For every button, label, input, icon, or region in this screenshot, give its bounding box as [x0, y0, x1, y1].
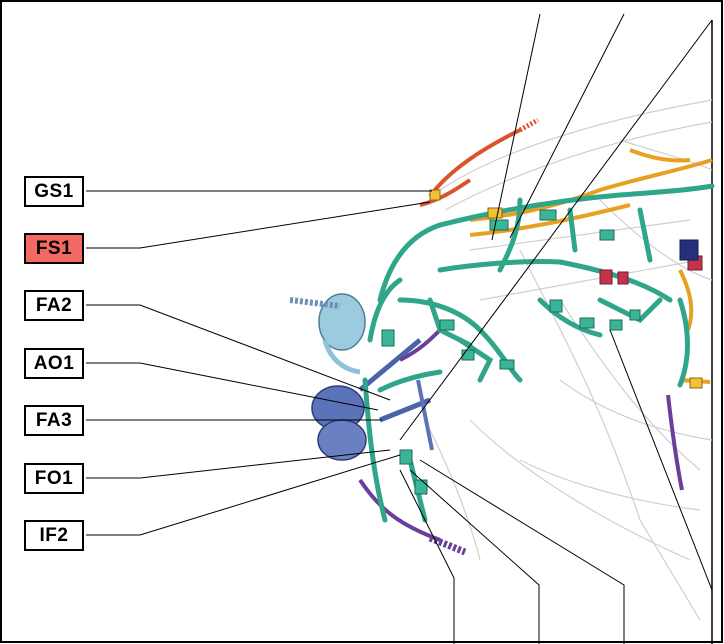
label-gs1-text: GS1: [34, 180, 74, 202]
label-fs1: FS1: [24, 233, 84, 264]
leader-bottom-3: [419, 459, 625, 644]
label-fa3-text: FA3: [35, 409, 73, 431]
leader-top-2: [509, 13, 625, 239]
leader-if2: [86, 454, 401, 536]
leader-fa2: [86, 304, 391, 401]
label-fo1-text: FO1: [34, 467, 74, 489]
label-gs1: GS1: [24, 176, 84, 207]
purple-harness: [358, 328, 684, 556]
red-harness: [419, 117, 540, 207]
leader-fs1: [86, 201, 431, 249]
leader-ao1: [86, 362, 379, 411]
lightblue-component: [289, 293, 366, 375]
leader-lines: [86, 13, 713, 644]
leader-fo1: [86, 449, 391, 479]
label-ao1-text: AO1: [33, 352, 75, 374]
label-fa2: FA2: [24, 290, 84, 321]
leader-bottom-4: [609, 329, 713, 644]
main-harness: [362, 183, 715, 523]
label-fo1: FO1: [24, 463, 84, 494]
harness-connectors: [381, 209, 641, 495]
label-fs1-text: FS1: [35, 237, 73, 259]
label-fa2-text: FA2: [35, 294, 73, 316]
label-fa3: FA3: [24, 405, 84, 436]
leader-top-3: [399, 19, 713, 441]
leader-bottom-2: [409, 469, 540, 644]
leader-bottom-1: [399, 469, 455, 644]
leader-top-1: [491, 13, 541, 241]
dashboard-outline: [429, 99, 713, 621]
navy-connectors: [679, 239, 699, 261]
orange-harness: [469, 148, 713, 384]
label-if2: IF2: [24, 520, 84, 551]
label-ao1: AO1: [24, 348, 84, 379]
yellow-connectors: [429, 189, 703, 389]
label-if2-text: IF2: [39, 524, 69, 546]
